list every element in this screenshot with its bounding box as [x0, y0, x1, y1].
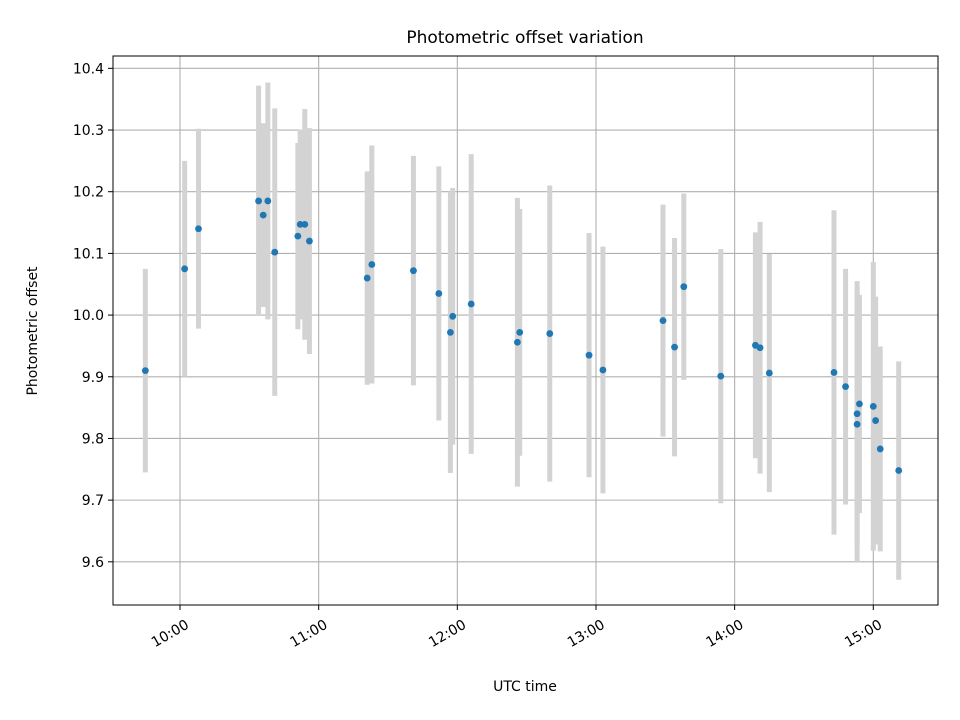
y-tick-label: 9.9: [82, 370, 104, 386]
data-point: [546, 330, 554, 337]
data-point: [872, 417, 880, 424]
data-point: [765, 369, 773, 377]
data-point: [259, 211, 267, 219]
data-point: [306, 237, 313, 245]
data-point: [516, 328, 524, 336]
data-point: [659, 317, 667, 325]
data-point: [599, 366, 607, 374]
data-point: [671, 343, 678, 351]
data-point: [717, 372, 725, 380]
y-tick-label: 10.0: [73, 308, 104, 324]
data-point: [514, 338, 521, 346]
chart-title: Photometric offset variation: [406, 28, 643, 48]
data-point: [301, 221, 309, 228]
y-axis-label: Photometric offset: [25, 266, 41, 396]
data-point: [842, 383, 849, 391]
data-point: [363, 274, 371, 282]
data-point: [853, 410, 861, 418]
data-point: [410, 267, 417, 275]
y-tick-label: 10.1: [73, 246, 104, 262]
y-tick-label: 10.4: [73, 61, 104, 77]
data-point: [680, 283, 688, 291]
plot-frame: [112, 55, 939, 606]
data-point: [585, 351, 593, 359]
data-point: [435, 290, 443, 297]
y-axis: 9.6 9.7 9.8 9.9 10.0 10.1 10.2 10.3 10.4: [73, 61, 113, 571]
data-point: [853, 420, 861, 428]
data-point: [271, 248, 279, 256]
y-tick-label: 10.3: [73, 123, 104, 139]
data-point: [141, 367, 149, 374]
data-point: [195, 225, 202, 233]
data-point: [449, 312, 457, 320]
data-point: [467, 300, 475, 308]
data-point: [368, 261, 376, 268]
data-point: [756, 344, 764, 352]
data-point: [181, 265, 189, 273]
data-point: [264, 197, 272, 205]
y-tick-label: 9.8: [82, 431, 104, 447]
data-point: [255, 197, 262, 205]
y-tick-label: 9.7: [82, 493, 104, 509]
data-point: [294, 232, 302, 240]
data-point: [869, 402, 877, 410]
data-point: [895, 467, 903, 474]
data-point: [830, 369, 838, 376]
data-point: [876, 445, 884, 453]
data-point: [446, 328, 454, 336]
y-tick-label: 9.6: [82, 555, 104, 571]
data-points: [141, 197, 903, 474]
data-point: [856, 400, 863, 408]
x-axis-label: UTC time: [493, 679, 557, 695]
y-tick-label: 10.2: [73, 185, 104, 201]
